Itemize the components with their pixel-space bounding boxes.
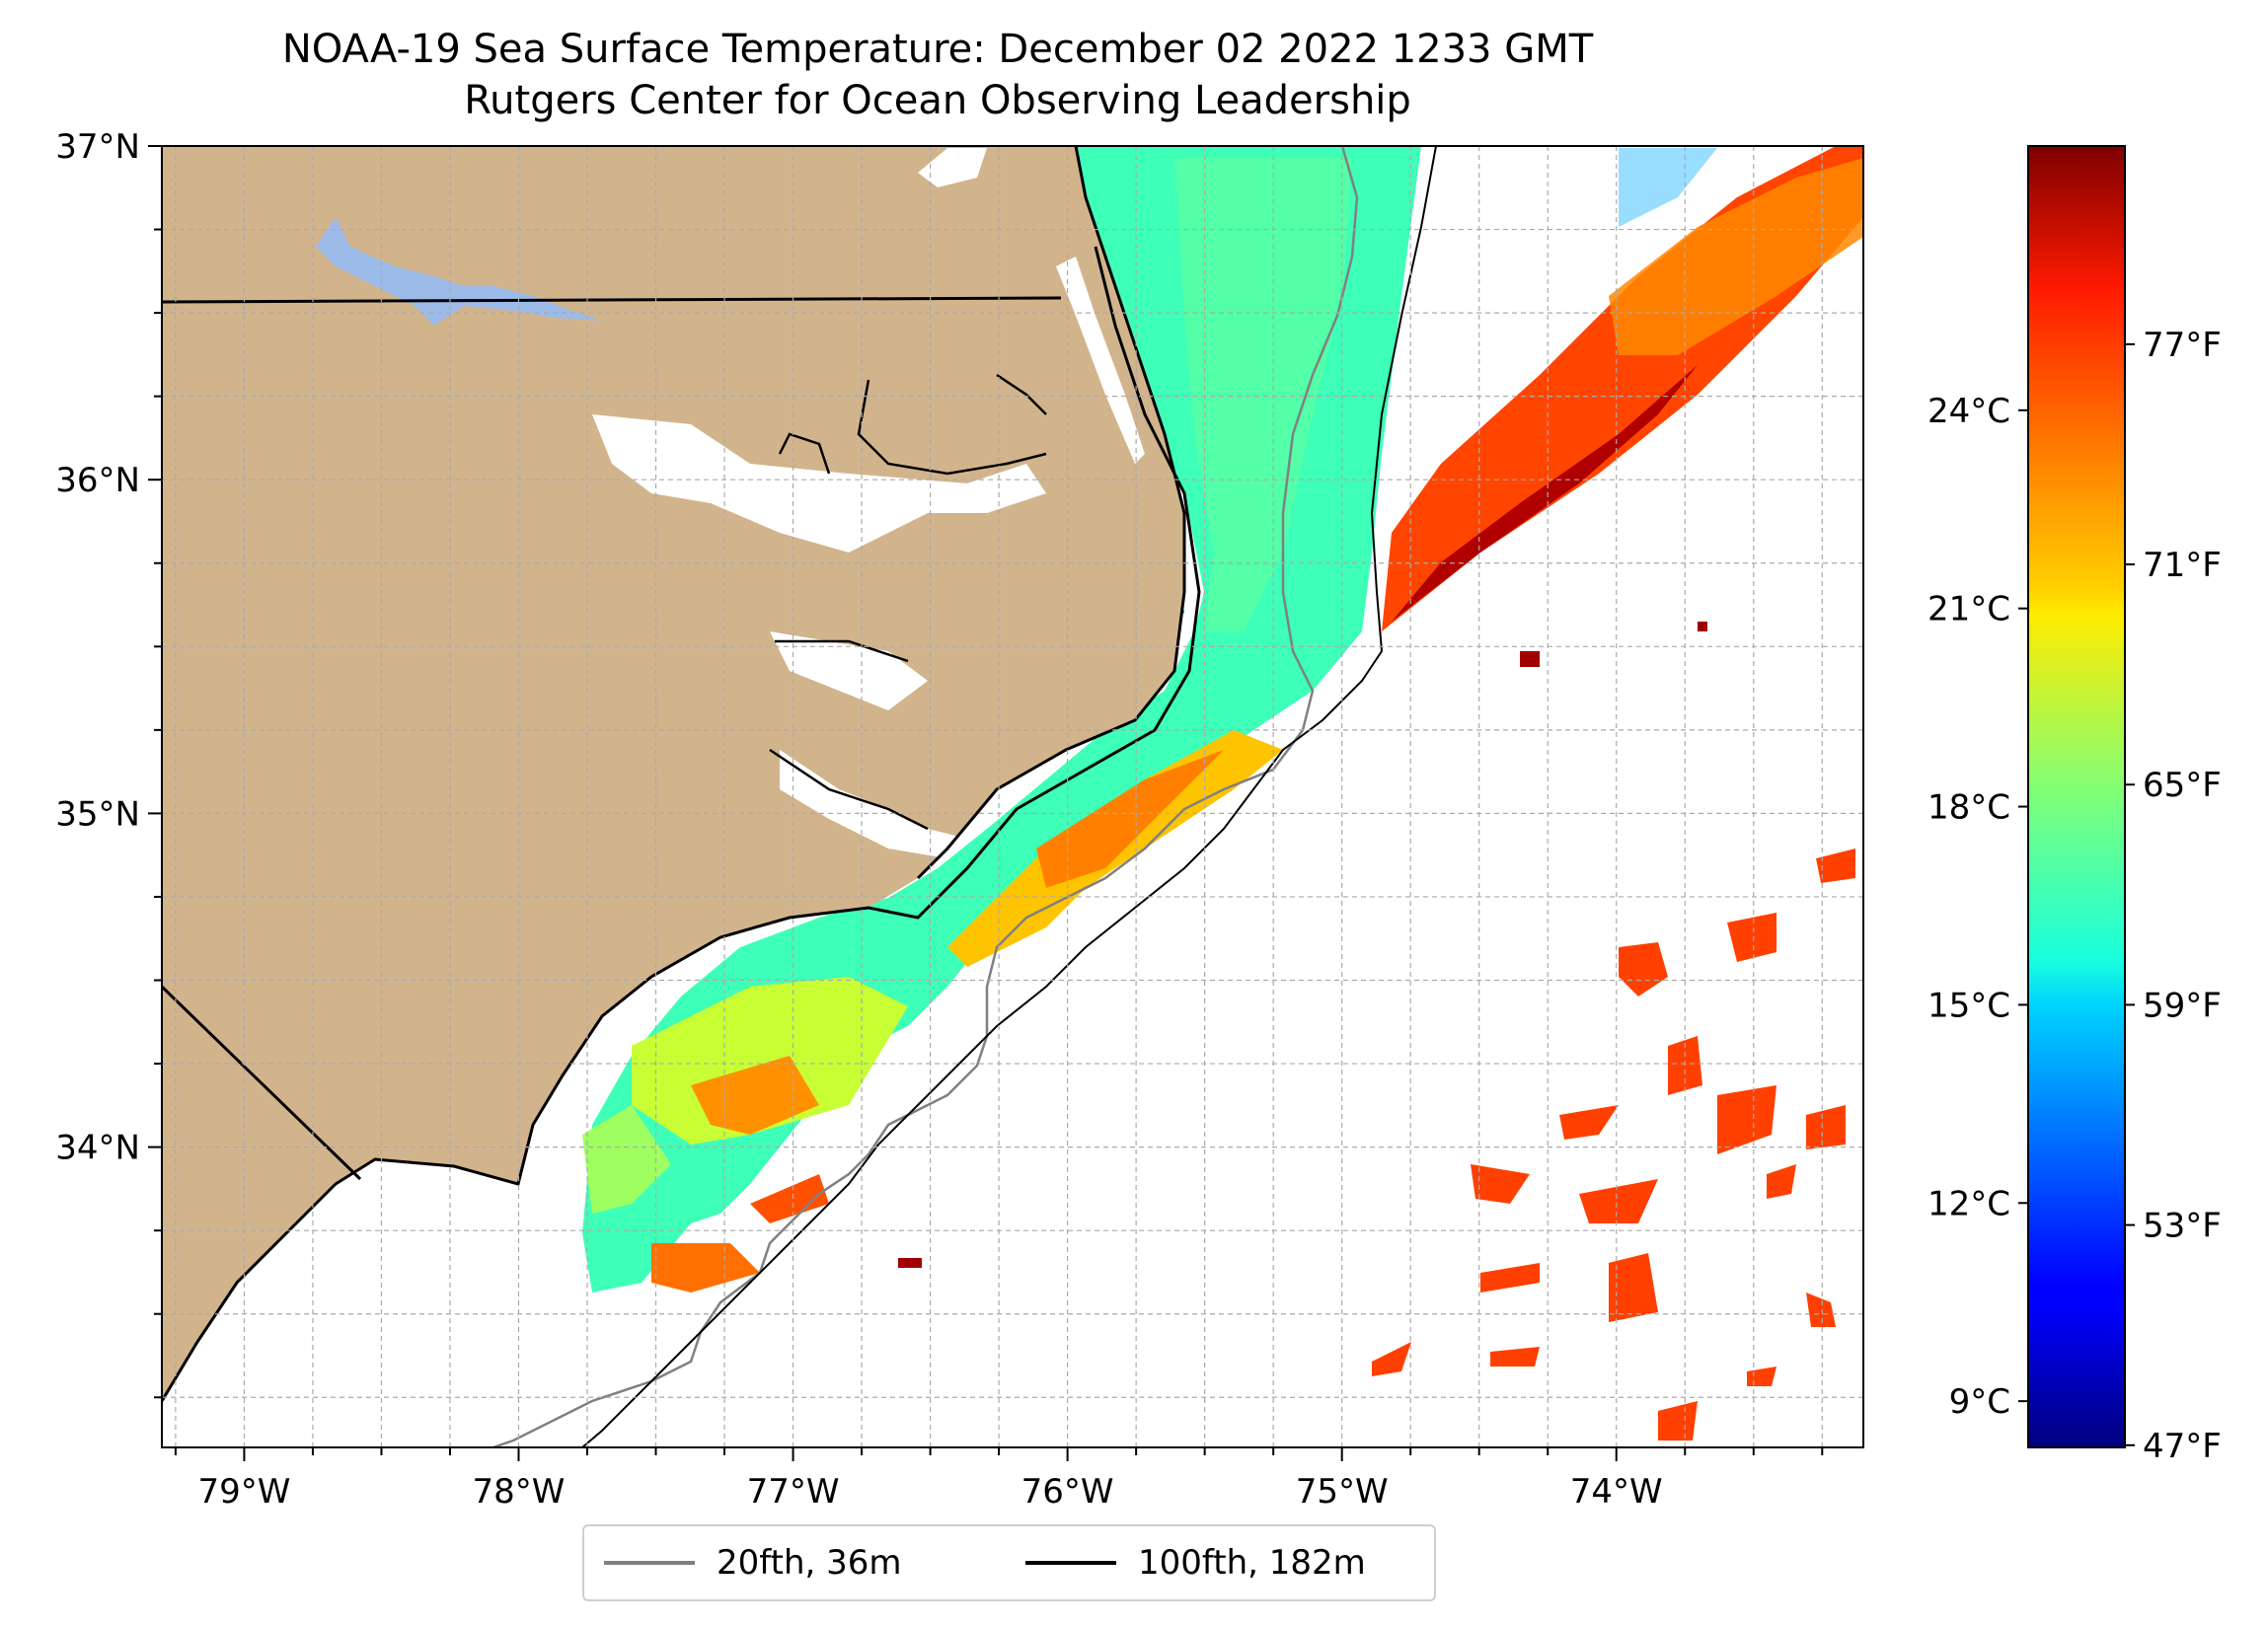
- isobath-20fth: [492, 146, 1359, 1447]
- coastline: [162, 146, 1201, 1402]
- kerr-lake: [316, 217, 602, 326]
- x-tick-label: 76°W: [1021, 1472, 1114, 1512]
- y-tick-label: 34°N: [55, 1129, 140, 1168]
- y-tick-label: 37°N: [55, 127, 140, 167]
- fahrenheit-tick-label: 47°F: [2143, 1427, 2222, 1466]
- legend-label-100fth: 100fth, 182m: [1138, 1543, 1366, 1583]
- x-tick-label: 77°W: [747, 1472, 840, 1512]
- x-tick-label: 74°W: [1570, 1472, 1663, 1512]
- inlet-shorelines: [769, 373, 1047, 831]
- x-tick-label: 78°W: [473, 1472, 566, 1512]
- map-title: NOAA-19 Sea Surface Temperature: Decembe…: [281, 27, 1594, 72]
- map-frame: [161, 145, 1864, 1448]
- legend-swatch-100fth: [1025, 1561, 1116, 1565]
- map-gridlines: [162, 146, 1863, 1447]
- sst-coastal-shelf-field: [582, 146, 1421, 1293]
- legend-item-20fth: 20fth, 36m: [604, 1526, 902, 1599]
- fahrenheit-tick-label: 71°F: [2143, 546, 2222, 585]
- celsius-tick-label: 21°C: [1928, 590, 2010, 629]
- fahrenheit-tick-label: 77°F: [2143, 326, 2222, 365]
- colorbar-gradient: [2027, 145, 2126, 1448]
- map-axes: 79°W 78°W 77°W 76°W 75°W 74°W 34°N 35°N 36°N 37°N: [55, 127, 1824, 1512]
- x-tick-label: 75°W: [1296, 1472, 1389, 1512]
- legend-swatch-20fth: [604, 1561, 695, 1565]
- celsius-tick-label: 18°C: [1928, 788, 2010, 828]
- colorbar: 9°C 12°C 15°C 18°C 21°C 24°C 47°F 53°F 59°F 65°F 7…: [1928, 145, 2222, 1466]
- sst-map: [161, 145, 1864, 1448]
- celsius-tick-label: 12°C: [1928, 1184, 2010, 1223]
- celsius-tick-label: 9°C: [1949, 1382, 2010, 1422]
- celsius-tick-label: 24°C: [1928, 392, 2010, 431]
- fahrenheit-tick-label: 59°F: [2143, 986, 2222, 1025]
- fahrenheit-tick-label: 53°F: [2143, 1207, 2222, 1246]
- y-tick-label: 35°N: [55, 794, 140, 834]
- legend-label-20fth: 20fth, 36m: [717, 1543, 902, 1583]
- legend-item-100fth: 100fth, 182m: [1025, 1526, 1366, 1599]
- fahrenheit-tick-label: 65°F: [2143, 766, 2222, 805]
- celsius-tick-label: 15°C: [1928, 986, 2010, 1025]
- sst-gulf-stream-field: [1382, 146, 1863, 631]
- isobath-100fth: [581, 146, 1437, 1447]
- sst-small-warm-spots: [898, 622, 1707, 1268]
- legend: 20fth, 36m 100fth, 182m: [582, 1524, 1436, 1601]
- x-tick-label: 79°W: [197, 1472, 290, 1512]
- land: [162, 146, 1184, 1401]
- map-subtitle: Rutgers Center for Ocean Observing Leade…: [464, 78, 1411, 123]
- y-tick-label: 36°N: [55, 461, 140, 500]
